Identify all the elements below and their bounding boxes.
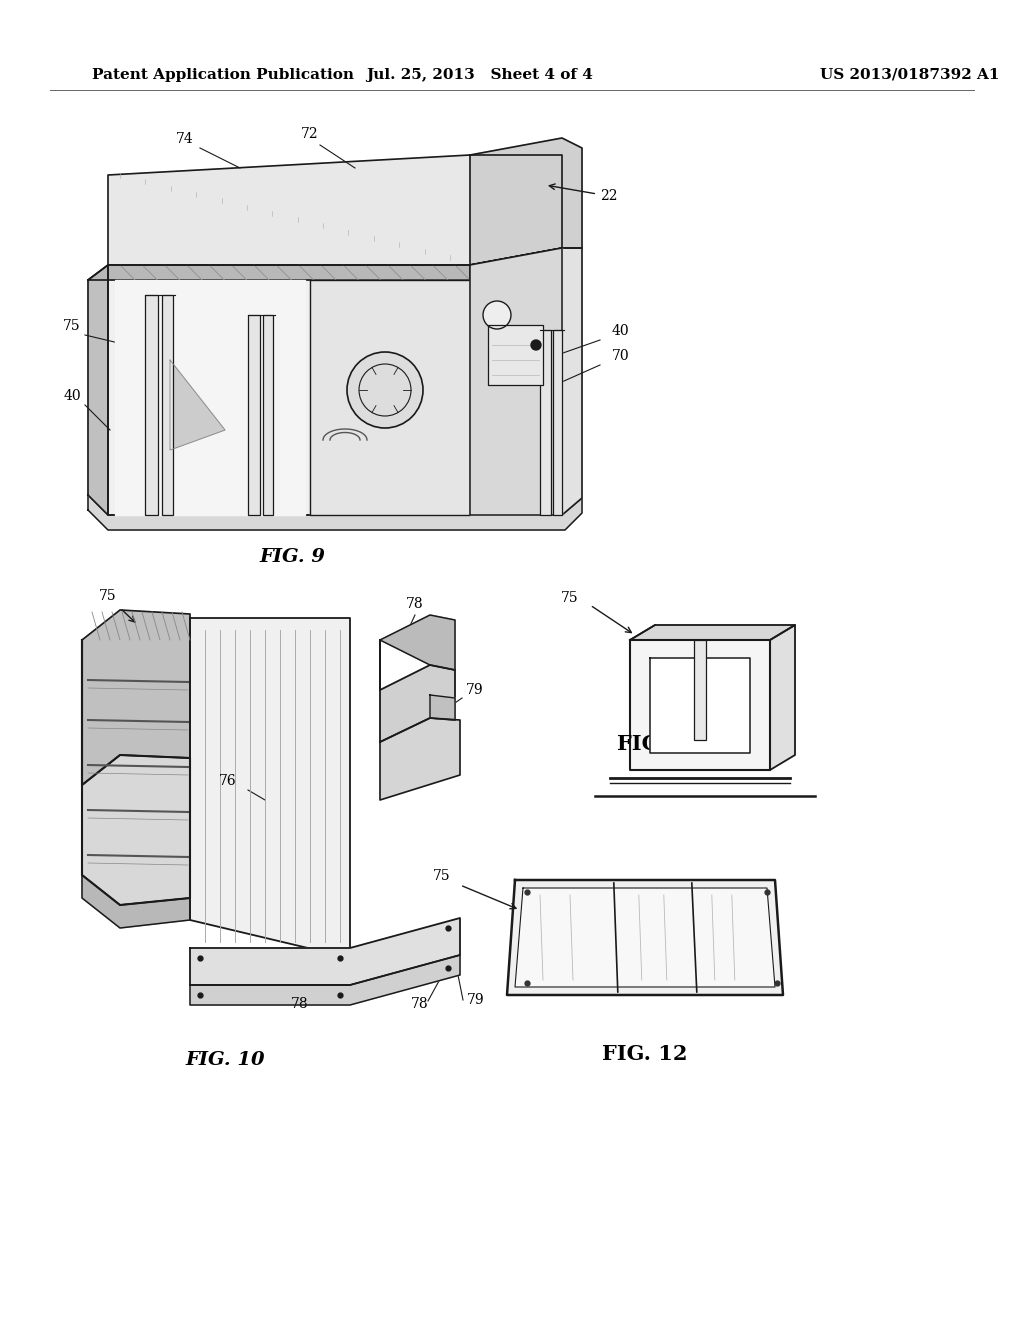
Text: 79: 79 (466, 682, 483, 697)
Text: 79: 79 (467, 993, 484, 1007)
Polygon shape (108, 154, 562, 265)
Text: 75: 75 (432, 869, 450, 883)
Bar (694, 640, 706, 741)
Text: 76: 76 (218, 774, 236, 788)
Text: 78: 78 (412, 997, 429, 1011)
Polygon shape (515, 888, 775, 987)
Polygon shape (190, 917, 460, 985)
Polygon shape (310, 280, 470, 515)
FancyBboxPatch shape (488, 325, 543, 385)
Bar (553, 330, 562, 515)
Polygon shape (380, 615, 455, 671)
Polygon shape (470, 248, 562, 515)
Circle shape (531, 341, 541, 350)
Text: Patent Application Publication: Patent Application Publication (92, 69, 354, 82)
Bar (145, 294, 158, 515)
Text: FIG. 11: FIG. 11 (617, 734, 702, 754)
Polygon shape (170, 360, 225, 450)
Text: FIG. 10: FIG. 10 (185, 1051, 265, 1069)
Polygon shape (82, 640, 190, 906)
Bar (162, 294, 173, 515)
Polygon shape (380, 640, 455, 742)
Text: 22: 22 (549, 183, 617, 203)
Polygon shape (630, 640, 770, 770)
Polygon shape (630, 624, 795, 640)
Text: 78: 78 (291, 997, 309, 1011)
Polygon shape (470, 248, 582, 515)
Polygon shape (108, 265, 470, 515)
Polygon shape (82, 610, 190, 785)
Circle shape (483, 301, 511, 329)
Polygon shape (507, 880, 783, 995)
Polygon shape (190, 954, 460, 1005)
Bar (248, 315, 260, 515)
Polygon shape (88, 495, 582, 531)
Text: FIG. 9: FIG. 9 (259, 548, 325, 566)
Polygon shape (470, 139, 582, 265)
Polygon shape (430, 696, 455, 719)
Text: 75: 75 (63, 319, 81, 333)
Polygon shape (380, 718, 460, 800)
Text: FIG. 12: FIG. 12 (602, 1044, 688, 1064)
Polygon shape (190, 618, 350, 958)
Polygon shape (82, 875, 190, 928)
Polygon shape (650, 657, 750, 752)
Text: 72: 72 (301, 127, 318, 141)
Text: 70: 70 (612, 348, 630, 363)
Text: US 2013/0187392 A1: US 2013/0187392 A1 (820, 69, 999, 82)
Polygon shape (115, 280, 305, 515)
Polygon shape (88, 265, 108, 515)
Bar (263, 315, 273, 515)
Circle shape (347, 352, 423, 428)
Text: 78: 78 (407, 597, 424, 611)
Polygon shape (770, 624, 795, 770)
Text: 74: 74 (176, 132, 194, 147)
Text: 40: 40 (63, 389, 81, 403)
Polygon shape (88, 265, 470, 280)
Text: Jul. 25, 2013   Sheet 4 of 4: Jul. 25, 2013 Sheet 4 of 4 (367, 69, 594, 82)
Text: 75: 75 (560, 591, 578, 605)
Text: 40: 40 (612, 323, 630, 338)
Bar (540, 330, 551, 515)
Text: 75: 75 (99, 589, 117, 603)
